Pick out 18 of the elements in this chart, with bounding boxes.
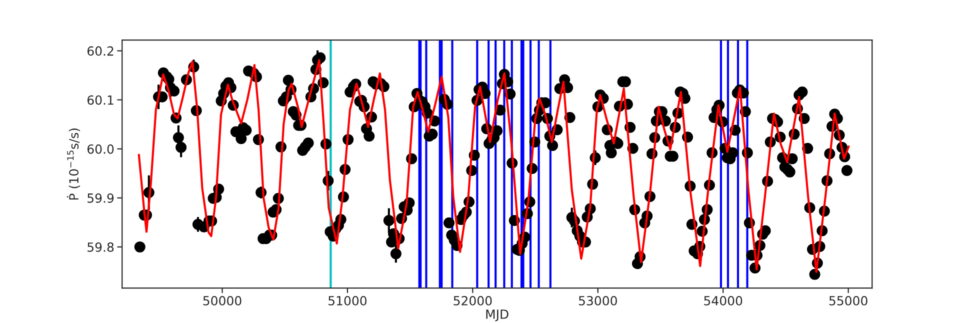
y-tick-label: 59.8: [88, 242, 114, 252]
x-tick-label: 52000: [454, 296, 492, 306]
y-tick-label: 60.0: [87, 144, 114, 154]
y-axis-title: Ṗ (10$^{−15}$s/s): [66, 128, 80, 200]
x-tick-label: 54000: [704, 296, 742, 306]
point: [383, 214, 394, 226]
y-tick-label: 60.1: [87, 95, 114, 105]
point: [192, 218, 204, 230]
x-axis-title: MJD: [486, 310, 508, 322]
x-tick-label: 51000: [328, 296, 367, 306]
x-tick-label: 55000: [829, 296, 868, 306]
y-tick-label: 60.2: [87, 46, 114, 56]
y-tick-label: 59.9: [88, 193, 114, 203]
point: [390, 248, 402, 260]
x-tick-label: 53000: [578, 296, 617, 306]
point: [176, 142, 187, 153]
point: [172, 132, 184, 144]
x-tick-label: 50000: [203, 296, 242, 306]
